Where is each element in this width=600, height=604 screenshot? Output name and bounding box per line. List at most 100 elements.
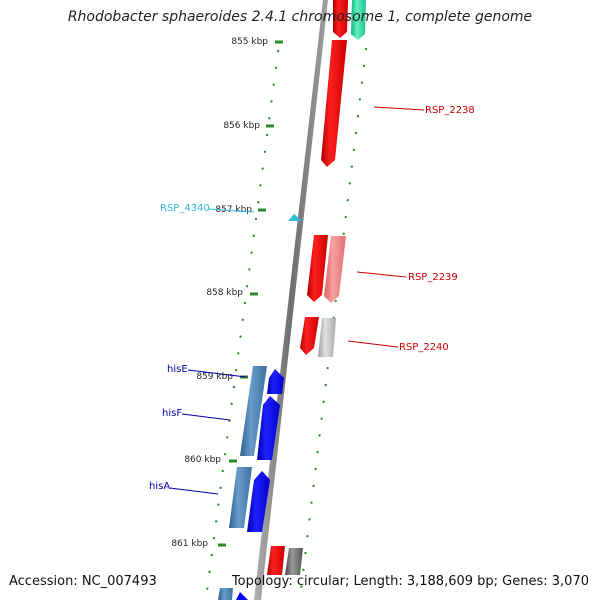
minor-tick	[241, 318, 244, 322]
minor-tick	[308, 518, 311, 521]
minor-tick	[334, 299, 337, 303]
minor-tick	[256, 200, 260, 204]
minor-tick	[344, 215, 348, 219]
gene-arrow-top-red	[333, 0, 348, 38]
minor-tick	[270, 100, 273, 103]
minor-tick	[352, 148, 356, 152]
minor-tick	[342, 232, 346, 236]
minor-tick	[223, 452, 227, 456]
genome-summary-text: Topology: circular; Length: 3,188,609 bp…	[231, 574, 589, 589]
leader-rsp-2238	[373, 106, 425, 111]
minor-tick	[354, 131, 358, 135]
leader-hise	[187, 369, 247, 378]
minor-tick	[364, 47, 368, 51]
minor-tick	[276, 49, 280, 53]
minor-tick	[237, 352, 240, 355]
minor-tick	[254, 217, 258, 221]
gene-arrow-bottom-red	[267, 546, 285, 575]
minor-tick	[358, 98, 362, 101]
kbp-label-856: 856 kbp	[223, 121, 260, 131]
gene-label-hisa: hisA	[149, 481, 170, 492]
minor-tick	[318, 434, 321, 437]
kbp-label-861: 861 kbp	[171, 539, 208, 549]
leader-rsp-2240	[347, 340, 399, 348]
minor-tick	[350, 165, 354, 168]
minor-tick	[239, 335, 242, 338]
minor-tick	[234, 368, 238, 372]
leader-rsp-4340	[207, 208, 255, 213]
gene-arrow-bottom-steel	[218, 588, 233, 600]
gene-arrow-hise-steel	[240, 366, 267, 456]
gene-arrow-hisf	[257, 396, 280, 460]
minor-tick	[206, 587, 209, 590]
gene-label-rsp-2240: RSP_2240	[399, 342, 449, 353]
minor-tick	[268, 116, 271, 120]
kbp-label-858: 858 kbp	[206, 288, 243, 298]
minor-tick	[221, 469, 225, 473]
minor-tick	[300, 585, 303, 588]
gene-label-rsp-2239: RSP_2239	[408, 272, 458, 283]
minor-tick	[312, 484, 315, 488]
minor-tick	[225, 436, 229, 439]
minor-tick	[362, 64, 366, 68]
minor-tick	[322, 400, 325, 404]
gene-arrow-rsp-2239-b	[324, 236, 346, 303]
gene-arrow-rsp-2240-a	[300, 317, 319, 355]
minor-tick	[208, 570, 211, 574]
minor-tick	[250, 251, 253, 254]
minor-tick	[214, 520, 218, 523]
kbp-scale: 855 kbp 856 kbp 857 kbp 858 kbp 859 kbp …	[171, 37, 283, 549]
minor-tick	[324, 383, 327, 387]
gene-label-hise: hisE	[167, 364, 188, 375]
minor-tick	[306, 534, 309, 538]
minor-tick	[230, 402, 233, 406]
gene-arrow-hise	[267, 369, 284, 394]
gene-arrow-top-teal	[351, 0, 366, 40]
leader-rsp-2239	[356, 271, 407, 278]
minor-tick	[252, 234, 256, 238]
leader-hisf	[181, 413, 231, 421]
minor-tick	[265, 133, 269, 137]
minor-tick	[263, 150, 267, 154]
gene-arrow-bottom-dark	[285, 548, 303, 575]
gene-arrow-rsp-2239-a	[307, 235, 328, 302]
minor-tick	[210, 553, 214, 557]
kbp-label-857: 857 kbp	[215, 205, 252, 215]
kbp-label-855: 855 kbp	[231, 37, 268, 47]
gene-arrow-rsp-2240-b	[318, 318, 336, 357]
gene-labels: RSP_2238 RSP_4340 RSP_2239 RSP_2240 hisE…	[149, 105, 475, 495]
kbp-label-860: 860 kbp	[184, 455, 221, 465]
gene-arrow-hisa	[247, 471, 270, 532]
minor-tick	[212, 536, 216, 540]
tick-track-left	[206, 49, 280, 590]
minor-tick	[316, 450, 319, 454]
minor-tick	[304, 551, 307, 555]
minor-tick	[243, 301, 247, 305]
gene-arrows	[218, 0, 366, 600]
minor-tick	[346, 198, 350, 202]
minor-tick	[232, 385, 236, 389]
minor-tick	[261, 167, 264, 170]
minor-tick	[248, 268, 251, 271]
minor-tick	[320, 417, 323, 420]
gene-arrow-rsp-2238	[321, 40, 347, 167]
gene-arrow-rsp-4340	[288, 214, 302, 221]
minor-tick	[302, 568, 305, 572]
leader-hisa	[169, 487, 219, 495]
minor-tick	[356, 114, 360, 118]
minor-tick	[272, 83, 275, 86]
gene-label-hisf: hisF	[162, 408, 182, 419]
minor-tick	[310, 501, 313, 504]
gene-arrow-hisa-steel	[229, 467, 252, 528]
minor-tick	[274, 66, 278, 70]
minor-tick	[314, 467, 317, 471]
gene-arrow-bottom-blue	[236, 592, 248, 600]
minor-tick	[245, 284, 249, 288]
accession-text: Accession: NC_007493	[9, 574, 157, 589]
minor-tick	[219, 486, 222, 490]
minor-tick	[348, 182, 352, 185]
gene-label-rsp-4340: RSP_4340	[160, 203, 210, 214]
minor-tick	[326, 366, 329, 370]
